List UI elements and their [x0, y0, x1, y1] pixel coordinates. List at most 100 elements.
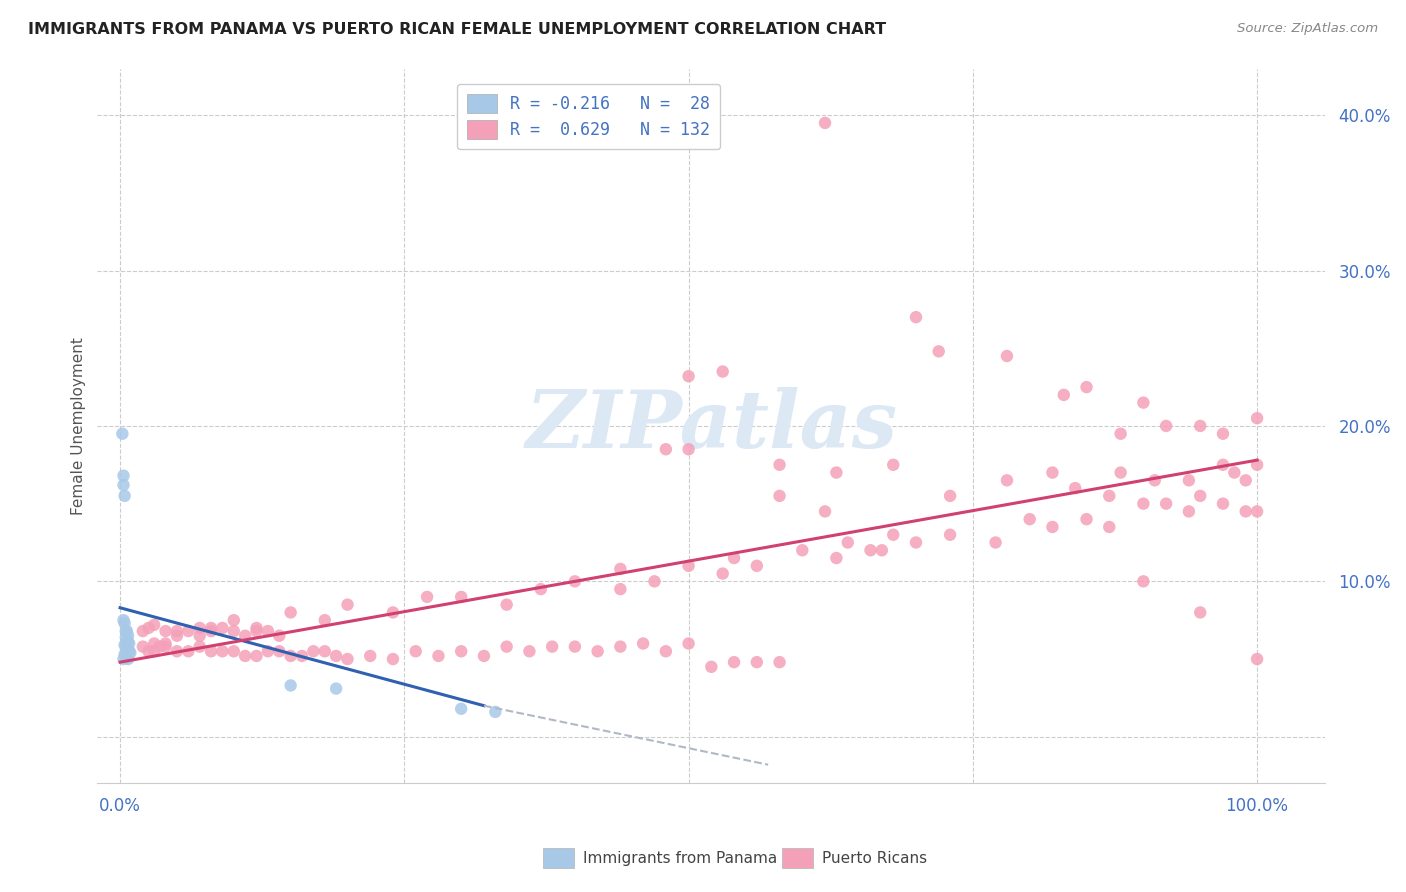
- Point: [1246, 458, 1268, 472]
- Point: [211, 644, 233, 658]
- Point: [519, 644, 541, 658]
- Point: [117, 642, 139, 657]
- Point: [245, 648, 267, 663]
- Point: [1132, 497, 1154, 511]
- Point: [1178, 504, 1201, 518]
- Point: [132, 640, 155, 654]
- Text: Source: ZipAtlas.com: Source: ZipAtlas.com: [1237, 22, 1378, 36]
- Point: [114, 489, 136, 503]
- Point: [904, 535, 927, 549]
- Point: [814, 504, 837, 518]
- Point: [166, 629, 188, 643]
- Legend: R = -0.216   N =  28, R =  0.629   N = 132: R = -0.216 N = 28, R = 0.629 N = 132: [457, 84, 720, 149]
- Point: [768, 655, 790, 669]
- Point: [882, 458, 904, 472]
- Point: [564, 640, 586, 654]
- Point: [222, 613, 245, 627]
- Point: [222, 644, 245, 658]
- Point: [495, 598, 517, 612]
- Point: [995, 349, 1018, 363]
- Point: [723, 551, 745, 566]
- Point: [792, 543, 814, 558]
- Point: [177, 644, 200, 658]
- Point: [564, 574, 586, 589]
- Point: [1246, 504, 1268, 518]
- Point: [1154, 497, 1177, 511]
- Point: [166, 624, 188, 638]
- Point: [188, 621, 211, 635]
- Point: [1178, 473, 1201, 487]
- Point: [450, 644, 472, 658]
- Point: [1042, 466, 1064, 480]
- Point: [530, 582, 553, 596]
- Point: [609, 640, 631, 654]
- Point: [381, 606, 404, 620]
- Point: [257, 624, 280, 638]
- Point: [655, 644, 678, 658]
- Point: [149, 640, 172, 654]
- Point: [995, 473, 1018, 487]
- Text: Immigrants from Panama: Immigrants from Panama: [583, 851, 778, 865]
- Point: [1212, 458, 1234, 472]
- Point: [643, 574, 665, 589]
- Point: [1189, 489, 1212, 503]
- Point: [245, 624, 267, 638]
- Point: [112, 652, 135, 666]
- Point: [143, 636, 166, 650]
- Point: [541, 640, 564, 654]
- Point: [222, 624, 245, 638]
- Text: IMMIGRANTS FROM PANAMA VS PUERTO RICAN FEMALE UNEMPLOYMENT CORRELATION CHART: IMMIGRANTS FROM PANAMA VS PUERTO RICAN F…: [28, 22, 886, 37]
- Point: [177, 624, 200, 638]
- Point: [114, 648, 136, 663]
- Point: [280, 648, 302, 663]
- Point: [233, 648, 256, 663]
- Point: [155, 636, 177, 650]
- Point: [1246, 411, 1268, 425]
- Point: [1098, 520, 1121, 534]
- Point: [138, 644, 160, 658]
- Point: [484, 705, 506, 719]
- Point: [984, 535, 1007, 549]
- Point: [655, 442, 678, 457]
- Point: [302, 644, 325, 658]
- Point: [233, 629, 256, 643]
- Point: [825, 466, 848, 480]
- Point: [1098, 489, 1121, 503]
- Point: [188, 629, 211, 643]
- Text: Puerto Ricans: Puerto Ricans: [823, 851, 928, 865]
- Point: [1018, 512, 1040, 526]
- Point: [115, 650, 138, 665]
- Point: [118, 636, 141, 650]
- Point: [188, 640, 211, 654]
- Point: [115, 641, 138, 656]
- Text: ZIPatlas: ZIPatlas: [526, 387, 897, 465]
- Point: [1064, 481, 1087, 495]
- Point: [450, 702, 472, 716]
- Point: [143, 644, 166, 658]
- Point: [450, 590, 472, 604]
- Point: [609, 582, 631, 596]
- Point: [138, 621, 160, 635]
- Point: [200, 621, 222, 635]
- Point: [111, 426, 134, 441]
- Point: [416, 590, 439, 604]
- Point: [1076, 512, 1098, 526]
- Point: [1143, 473, 1166, 487]
- Point: [859, 543, 882, 558]
- Point: [678, 369, 700, 384]
- Point: [291, 648, 314, 663]
- Point: [1076, 380, 1098, 394]
- Point: [1109, 466, 1132, 480]
- Point: [1053, 388, 1076, 402]
- Point: [928, 344, 950, 359]
- Point: [155, 640, 177, 654]
- Point: [114, 616, 136, 631]
- Point: [114, 638, 136, 652]
- Y-axis label: Female Unemployment: Female Unemployment: [72, 337, 86, 515]
- Point: [114, 648, 136, 662]
- Point: [314, 613, 336, 627]
- Point: [837, 535, 859, 549]
- Point: [245, 621, 267, 635]
- Point: [114, 630, 136, 644]
- Point: [427, 648, 450, 663]
